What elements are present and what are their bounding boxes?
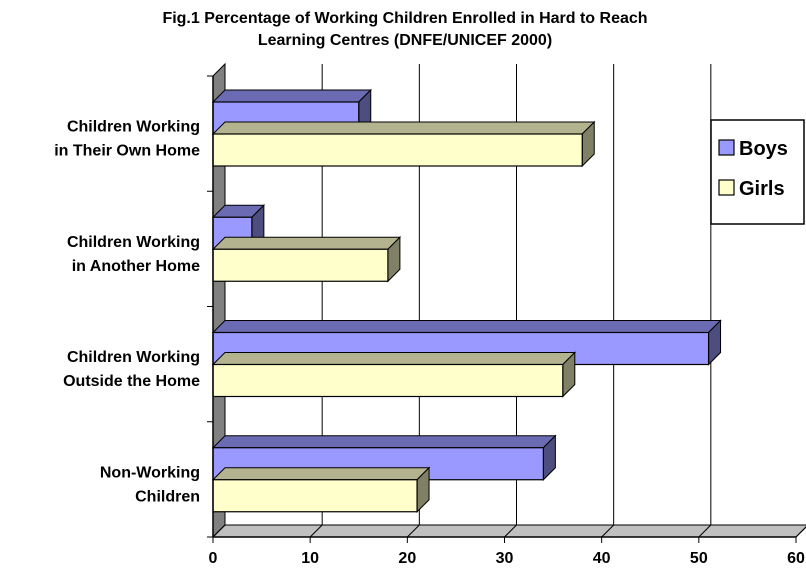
category-label: Children [135,488,200,505]
bar-top-face [211,352,577,365]
x-tick-label: 10 [301,550,319,567]
x-tick-label: 60 [787,550,805,567]
category-label: Children Working [67,119,200,136]
bar-girls-1 [211,120,596,168]
category-label: Children Working [67,349,200,366]
legend-swatch-boys [718,139,735,156]
floor-tick-line [212,524,226,538]
legend-label-boys: Boys [739,138,788,160]
legend: Boys Girls [710,119,805,225]
category-label: in Another Home [72,258,200,275]
category-label: Outside the Home [63,373,200,390]
category-label: in Their Own Home [54,143,200,160]
bar-front-face [212,363,564,398]
floor-tick-line [406,524,420,538]
bar-front-face [212,248,389,282]
bar-top-face [211,236,402,250]
chart-title: Fig.1 Percentage of Working Children Enr… [60,8,750,52]
category-label: Non-Working [100,464,200,481]
legend-box [710,119,805,225]
bar-top-face [211,467,431,481]
floor-tick-line [504,524,517,538]
floor-tick-line [601,524,615,538]
floor-tick-line [795,526,806,538]
category-label: Children Working [67,234,200,251]
bar-front-face [212,479,418,513]
legend-swatch-girls [718,179,735,196]
legend-label-girls: Girls [739,178,785,200]
x-tick-label: 50 [690,550,708,567]
chart-title-line-2: Learning Centres (DNFE/UNICEF 2000) [257,32,553,49]
bar-top-face [211,320,722,333]
bar-girls-3 [211,351,577,398]
x-tick-label: 40 [593,550,611,567]
bar-front-face [212,133,583,167]
x-tick-label: 0 [209,550,218,567]
bar-girls-2 [211,236,402,283]
chart-floor [211,524,806,538]
bar-top-face [211,121,596,135]
x-tick-label: 20 [398,550,416,567]
floor-tick-line [698,524,712,538]
floor-tick-line [309,524,323,538]
bar-top-face [211,89,372,103]
bar-top-face [211,435,557,449]
chart-title-line-1: Fig.1 Percentage of Working Children Enr… [162,10,648,27]
x-tick-label: 30 [496,550,514,567]
bar-girls-4 [211,466,431,513]
